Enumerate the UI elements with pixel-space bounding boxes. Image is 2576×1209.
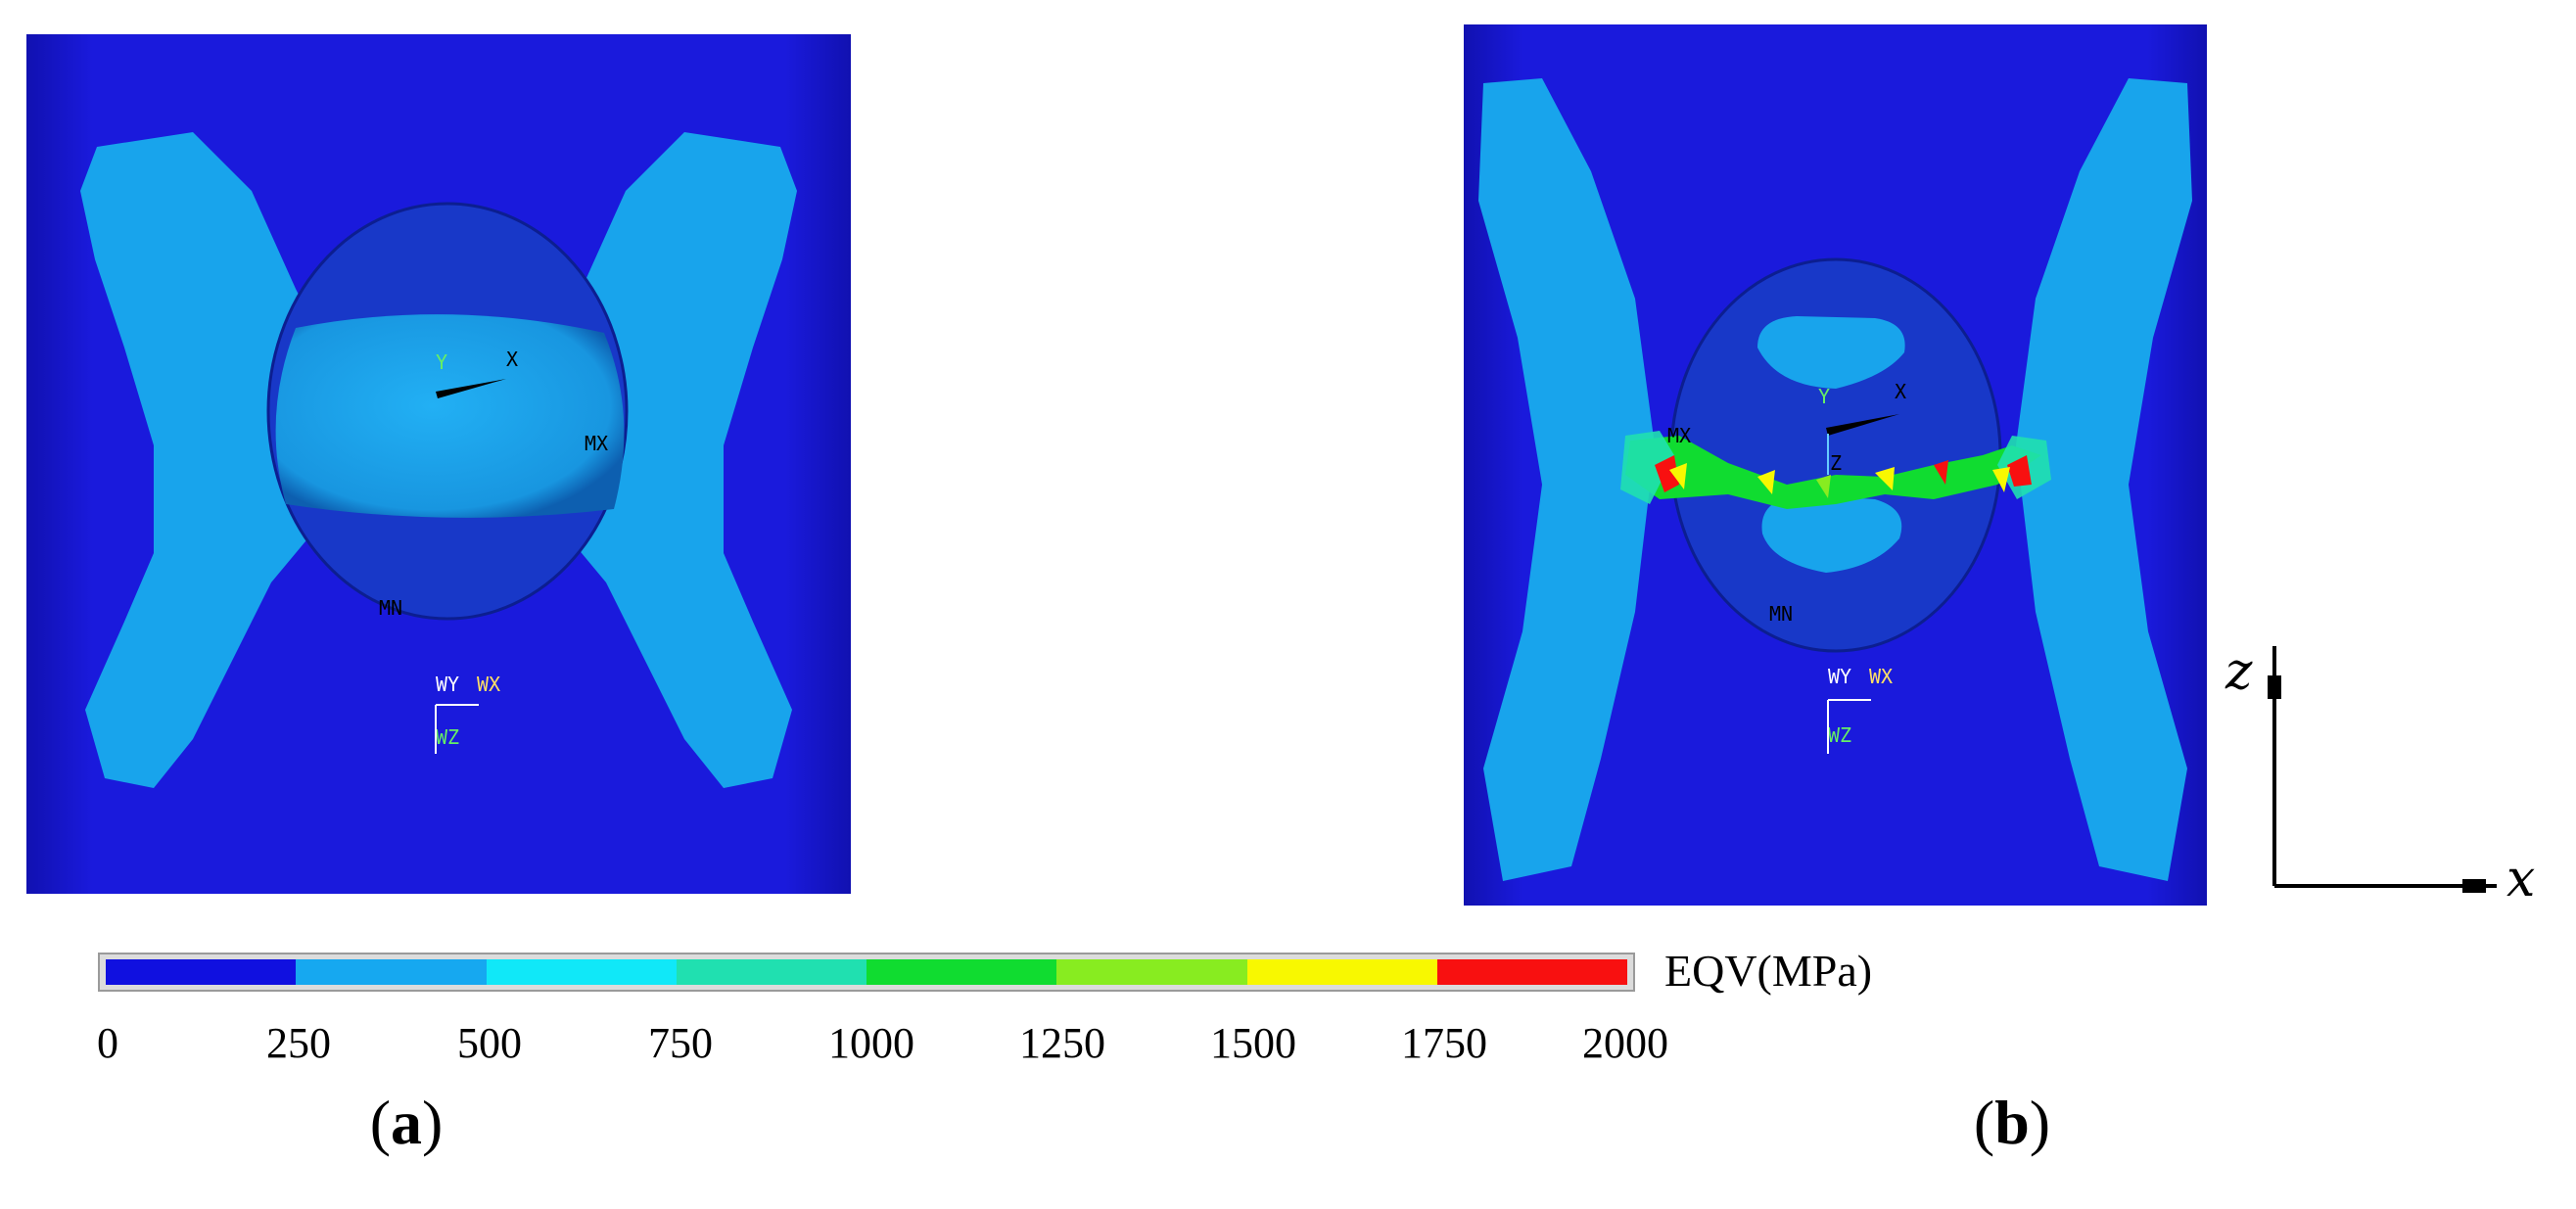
sphere-upper-stress-patch [1757,316,1905,389]
colorbar-segment [866,959,1057,985]
min-marker-label: MN [1769,602,1794,626]
triad-z-label: Z [1830,451,1843,475]
panel-label-a: (a) [369,1088,444,1157]
colorbar-tick-label: 1500 [1210,1019,1296,1067]
colorbar-tick-label: 2000 [1582,1019,1668,1067]
colorbar-segment [1436,959,1627,985]
colorbar-segment [106,959,297,985]
stress-region-right-wing [557,132,797,788]
colorbar-segment [1246,959,1437,985]
workplane-wy-label: WY [436,673,460,696]
workplane-wx-label: WX [1869,665,1894,688]
triad-arrow [1826,414,1899,436]
triad-x-label: X [506,348,519,371]
workplane-wz-label: WZ [1828,723,1852,747]
contour-plot-b [1464,24,2207,906]
colorbar-tick-label: 500 [457,1019,522,1067]
colorbar-tick-label: 0 [97,1019,118,1067]
colorbar-tick-label: 1000 [828,1019,914,1067]
colorbar-segment [1056,959,1247,985]
triad-x-label: X [1895,380,1907,403]
colorbar-segment [676,959,866,985]
colorbar-segment [296,959,487,985]
stress-region-right-wing [2016,78,2192,881]
crack-hotspots [1655,455,2032,498]
crack-band [1625,436,2041,509]
axis-x-label: x [2506,850,2536,908]
min-marker-label: MN [379,596,403,620]
triad-y-label: Y [436,350,448,374]
colorbar-tick-label: 750 [648,1019,713,1067]
stress-contour-panel-a: Y X MX MN WY WX WZ [26,34,851,894]
axis-z-label: z [2225,642,2253,701]
stress-contour-panel-b: Y X Z MX MN WY WX WZ [1464,24,2207,906]
sphere-stress-band [275,314,625,518]
triad-arrow [436,379,506,398]
colorbar-unit-label: EQV(MPa) [1664,946,1873,996]
stress-region-left-wing [80,132,320,788]
colorbar-tick-label: 1750 [1401,1019,1487,1067]
workplane-wz-label: WZ [436,725,460,749]
stress-colorbar [98,953,1635,992]
coordinate-axes-indicator: z x [2213,627,2576,910]
workplane-wx-label: WX [477,673,501,696]
sphere-lower-stress-patch [1761,494,1902,573]
max-marker-label: MX [585,432,609,455]
colorbar-tick-label: 250 [266,1019,331,1067]
workplane-wy-label: WY [1828,665,1852,688]
contour-plot-a [26,34,851,894]
panel-label-b: (b) [1973,1088,2051,1157]
max-marker-label: MX [1667,424,1692,447]
stress-region-left-wing [1478,78,1655,881]
colorbar-tick-label: 1250 [1019,1019,1105,1067]
triad-y-label: Y [1818,385,1831,408]
axes-lines [2268,646,2497,893]
crack-band-cyan-fringe [1620,431,2051,504]
colorbar-segment [486,959,677,985]
